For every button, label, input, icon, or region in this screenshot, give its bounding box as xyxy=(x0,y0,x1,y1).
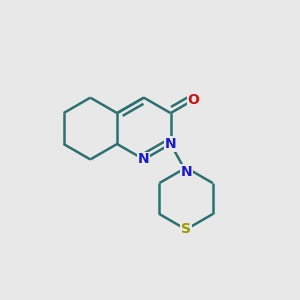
Text: N: N xyxy=(180,165,192,179)
Text: N: N xyxy=(138,152,150,167)
Text: N: N xyxy=(165,137,176,151)
Text: O: O xyxy=(188,93,199,107)
Text: S: S xyxy=(181,223,191,236)
